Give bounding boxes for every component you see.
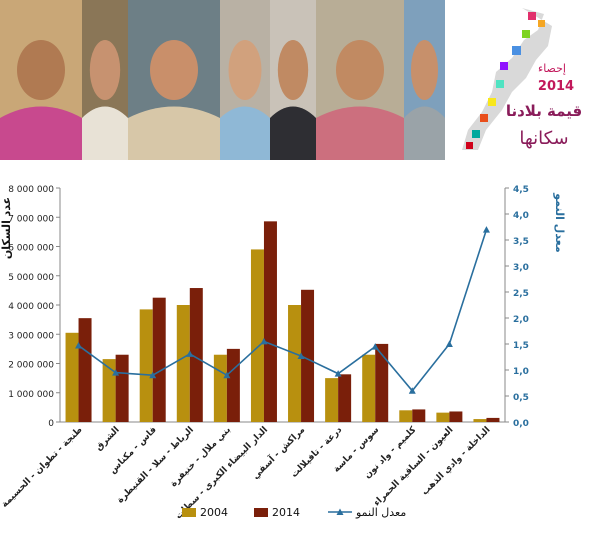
- bar-2004: [436, 412, 450, 422]
- growth-point: [75, 342, 83, 349]
- right-tick-label: 0,5: [513, 393, 529, 403]
- bar-2014: [301, 289, 315, 422]
- bar-2004: [102, 359, 116, 422]
- left-tick-label: 6 000 000: [8, 244, 54, 254]
- bar-2014: [152, 297, 166, 422]
- legend-swatch-2004: [182, 508, 196, 517]
- bar-2004: [213, 354, 227, 422]
- chart-bars: [65, 221, 500, 422]
- growth-point: [482, 226, 490, 233]
- bar-2004: [176, 305, 190, 422]
- growth-point: [297, 352, 305, 359]
- left-axis-ticks: 0 1 000 000 2 000 000 3 000 000 4 000 000 5 0…: [8, 185, 60, 429]
- bar-2014: [115, 354, 129, 422]
- left-tick-label: 2 000 000: [8, 361, 54, 371]
- legend-label-2004: 2004: [200, 506, 228, 519]
- bar-2004: [325, 378, 339, 422]
- bar-2004: [399, 410, 413, 422]
- logo-map-shape: [462, 8, 552, 150]
- growth-point: [408, 387, 416, 394]
- bar-2014: [375, 343, 389, 422]
- right-tick-label: 2,5: [513, 289, 529, 299]
- census-logo: إحصاء 2014 قيمة بلادنا سكانها: [462, 8, 582, 150]
- left-tick-label: 7 000 000: [8, 214, 54, 224]
- legend-line-marker: [336, 508, 344, 515]
- growth-point: [112, 369, 120, 376]
- man-in-suit-photo: [270, 0, 316, 160]
- left-tick-label: 3 000 000: [8, 331, 54, 341]
- bar-2004: [65, 332, 79, 422]
- population-chart: 0 1 000 000 2 000 000 3 000 000 4 000 000 5 0…: [0, 185, 566, 522]
- left-axis-title: عدد السكان: [0, 197, 13, 259]
- growth-point: [371, 343, 379, 350]
- bar-2014: [412, 409, 426, 422]
- growth-point: [260, 337, 268, 345]
- banner: إحصاء 2014 قيمة بلادنا سكانها: [0, 0, 590, 160]
- left-tick-label: 4 000 000: [8, 302, 54, 312]
- bar-2014: [338, 374, 352, 422]
- bar-2014: [486, 417, 500, 422]
- category-label: الشرق: [94, 425, 122, 453]
- right-tick-label: 1,5: [513, 341, 529, 351]
- growth-line: [75, 226, 490, 394]
- right-tick-label: 3,5: [513, 237, 529, 247]
- woman-and-child-photo: [316, 0, 404, 160]
- growth-point: [334, 370, 342, 377]
- right-tick-label: 3,0: [513, 263, 529, 273]
- logo-line3: قيمة بلادنا: [506, 102, 582, 120]
- chart-legend: 2004 2014 معدل النمو: [182, 506, 406, 519]
- right-tick-label: 2,0: [513, 315, 529, 325]
- right-tick-label: 4,0: [513, 211, 529, 221]
- young-woman-photo: [220, 0, 270, 160]
- right-axis-ticks: 0,0 0,5 1,0 1,5 2,0 2,5 3,0 3,5 4,0 4,5: [505, 185, 529, 429]
- bar-2004: [139, 309, 153, 422]
- category-label: طنجة - تطوان - الحسيمة: [0, 425, 85, 510]
- legend-label-growth: معدل النمو: [355, 506, 406, 519]
- left-tick-label: 1 000 000: [8, 390, 54, 400]
- bar-2014: [226, 348, 240, 422]
- bar-2014: [78, 318, 92, 422]
- bar-2004: [250, 249, 264, 422]
- bar-2014: [449, 411, 463, 422]
- logo-line1: إحصاء: [538, 62, 566, 75]
- bar-2004: [288, 305, 302, 422]
- growth-point: [223, 371, 231, 379]
- teenage-boy-photo: [404, 0, 445, 160]
- legend-label-2014: 2014: [272, 506, 300, 519]
- logo-year: 2014: [538, 79, 574, 94]
- left-tick-label: 0: [48, 419, 54, 429]
- growth-point: [445, 340, 453, 347]
- logo-line4: سكانها: [519, 128, 568, 149]
- right-axis-title: معدل النمو: [553, 192, 566, 252]
- bar-2014: [263, 221, 277, 422]
- woman-white-headscarf-photo: [82, 0, 128, 160]
- growth-line-path: [78, 229, 488, 393]
- right-tick-label: 1,0: [513, 367, 529, 377]
- left-tick-label: 8 000 000: [8, 185, 54, 195]
- category-label: الرباط - سلا - القنيطرة: [115, 425, 195, 505]
- older-man-photo: [128, 0, 220, 160]
- growth-point: [149, 371, 157, 379]
- bar-2014: [189, 288, 203, 422]
- legend-swatch-2014: [254, 508, 268, 517]
- bar-2004: [362, 354, 376, 422]
- left-tick-label: 5 000 000: [8, 273, 54, 283]
- bar-2004: [473, 419, 487, 422]
- growth-point: [186, 350, 194, 357]
- right-tick-label: 4,5: [513, 185, 529, 195]
- right-tick-label: 0,0: [513, 419, 529, 429]
- woman-pink-headscarf-photo: [0, 0, 82, 160]
- photo-strip: [0, 0, 445, 160]
- category-label: الداخلة - وادي الذهب: [420, 425, 492, 497]
